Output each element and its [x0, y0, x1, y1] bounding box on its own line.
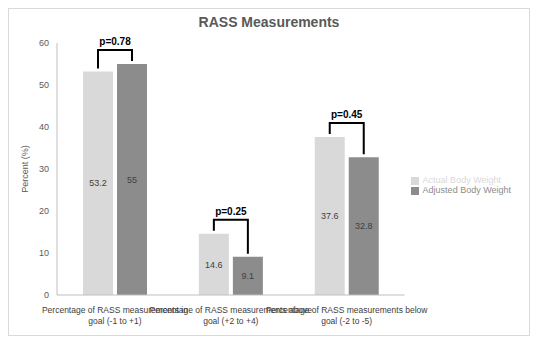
- svg-text:p=0.45: p=0.45: [331, 109, 363, 120]
- svg-text:55: 55: [127, 175, 137, 185]
- html-text:goal (-1 to +1): goal (-1 to +1): [88, 316, 142, 326]
- html-text:Percentage of RASS measurement: Percentage of RASS measurements above: [149, 305, 313, 315]
- svg-text:53.2: 53.2: [89, 178, 107, 188]
- svg-text:60: 60: [39, 38, 49, 48]
- svg-text:32.8: 32.8: [355, 221, 373, 231]
- svg-text:Percent (%): Percent (%): [20, 145, 30, 193]
- svg-text:9.1: 9.1: [242, 271, 255, 281]
- svg-text:10: 10: [39, 248, 49, 258]
- html-text:RASS Measurements: RASS Measurements: [198, 14, 340, 30]
- svg-text:0: 0: [44, 290, 49, 300]
- html-text:Actual Body Weight: Actual Body Weight: [422, 175, 501, 185]
- svg-text:37.6: 37.6: [321, 211, 339, 221]
- svg-text:p=0.78: p=0.78: [99, 36, 131, 47]
- html-text:goal (+2 to +4): goal (+2 to +4): [203, 316, 259, 326]
- html-text:Percentage of RASS measurement: Percentage of RASS measurements in: [41, 305, 188, 315]
- svg-text:Percentage of RASS measurement: Percentage of RASS measurements belowgoa…: [266, 305, 428, 326]
- svg-text:30: 30: [39, 164, 49, 174]
- svg-text:40: 40: [39, 122, 49, 132]
- svg-text:14.6: 14.6: [205, 260, 223, 270]
- svg-text:p=0.25: p=0.25: [215, 206, 247, 217]
- svg-text:50: 50: [39, 80, 49, 90]
- html-text:Adjusted Body Weight: Adjusted Body Weight: [422, 185, 511, 195]
- svg-text:20: 20: [39, 206, 49, 216]
